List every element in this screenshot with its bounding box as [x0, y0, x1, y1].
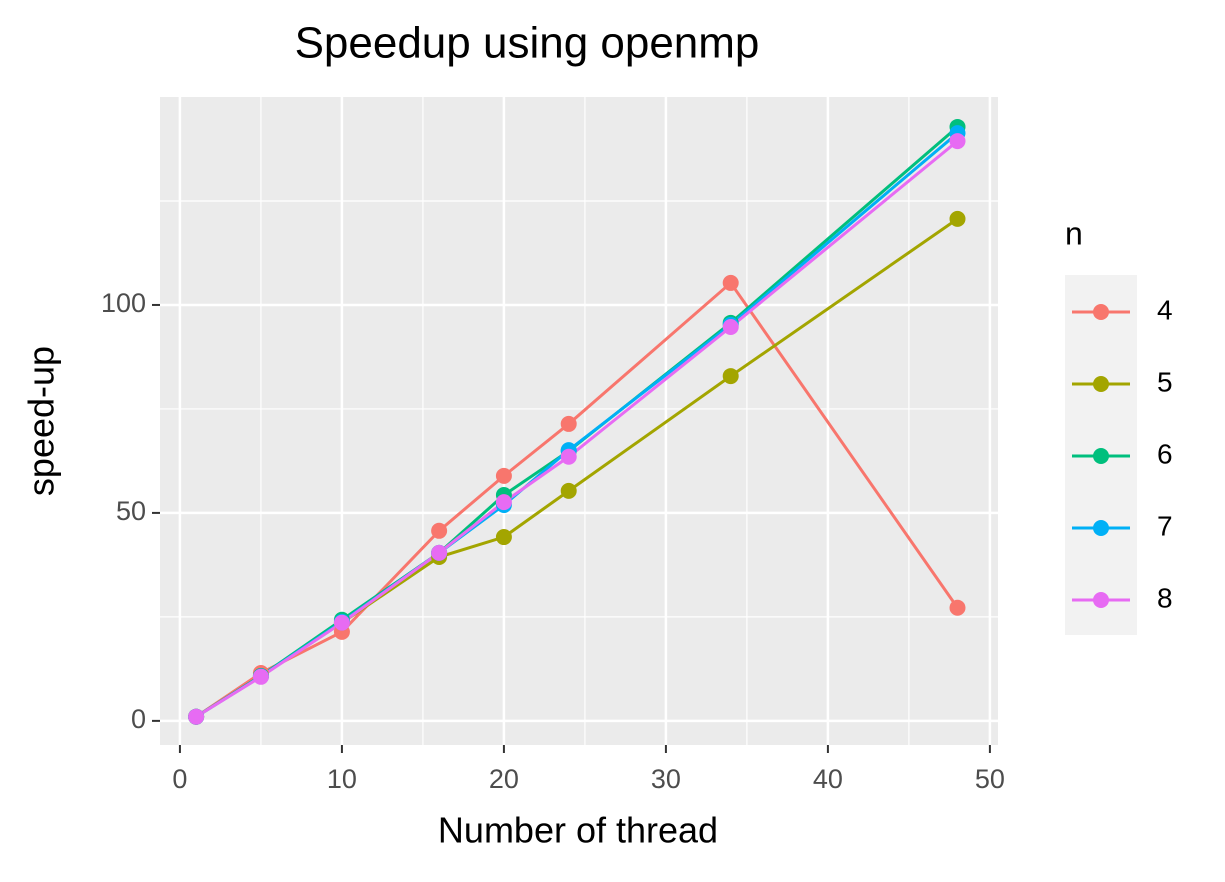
legend-label: 8: [1157, 582, 1173, 613]
legend-key-point: [1093, 520, 1109, 536]
legend-label: 6: [1157, 438, 1173, 469]
y-tick-label: 0: [131, 704, 146, 734]
chart-title: Speedup using openmp: [295, 19, 760, 68]
x-tick-label: 40: [813, 764, 843, 794]
x-tick-label: 30: [651, 764, 681, 794]
y-tick-label: 50: [116, 496, 146, 526]
data-point: [495, 529, 512, 546]
legend-title: n: [1065, 215, 1083, 251]
data-point: [495, 467, 512, 484]
legend-label: 7: [1157, 510, 1173, 541]
data-point: [949, 599, 966, 616]
data-point: [560, 482, 577, 499]
data-point: [949, 133, 966, 150]
x-tick-label: 50: [975, 764, 1005, 794]
x-tick-label: 10: [327, 764, 357, 794]
legend-key-point: [1093, 304, 1109, 320]
data-point: [333, 614, 350, 631]
data-point: [252, 668, 269, 685]
data-point: [431, 522, 448, 539]
data-point: [495, 494, 512, 511]
plot-panel: [160, 97, 998, 745]
data-point: [188, 708, 205, 725]
y-axis-title: speed-up: [21, 346, 62, 496]
series-line: [195, 139, 959, 718]
data-point: [431, 544, 448, 561]
y-tick-label: 100: [101, 288, 146, 318]
legend-label: 4: [1157, 294, 1173, 325]
legend-key-point: [1093, 376, 1109, 392]
x-axis-title: Number of thread: [438, 810, 718, 851]
legend-key-point: [1093, 592, 1109, 608]
data-point: [722, 319, 739, 336]
data-point: [560, 448, 577, 465]
data-point: [949, 210, 966, 227]
x-tick-label: 20: [489, 764, 519, 794]
x-tick-label: 0: [172, 764, 187, 794]
data-point: [722, 274, 739, 291]
legend-key-point: [1093, 448, 1109, 464]
data-point: [560, 415, 577, 432]
legend-label: 5: [1157, 366, 1173, 397]
data-point: [722, 368, 739, 385]
